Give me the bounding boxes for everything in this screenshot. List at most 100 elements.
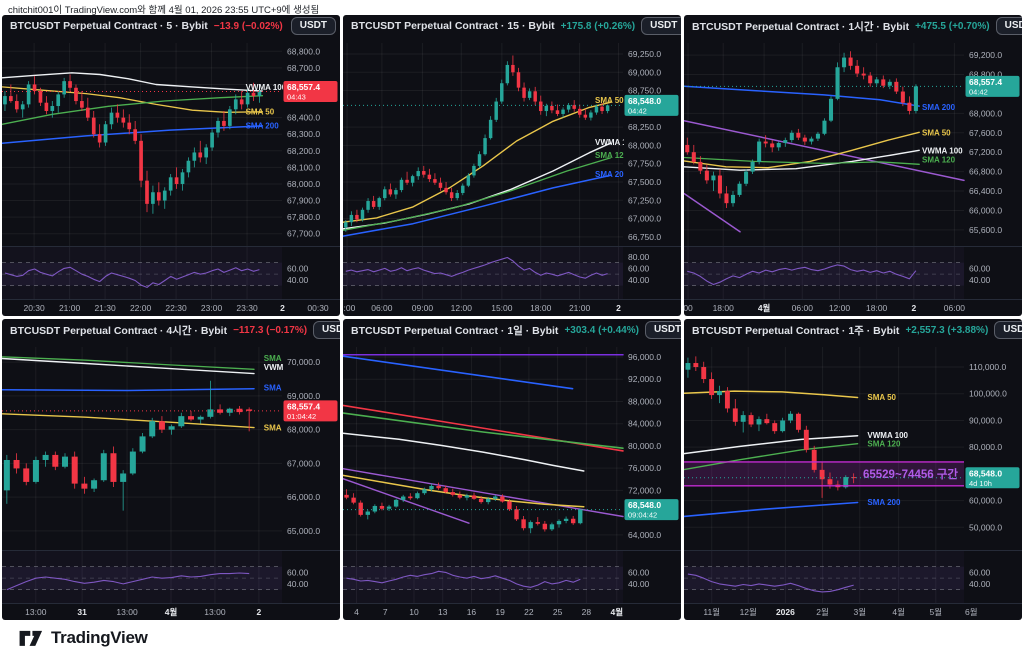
svg-text:88,000.0: 88,000.0 xyxy=(628,396,661,406)
svg-text:SMA 50: SMA 50 xyxy=(246,107,275,116)
svg-text:SMA 200: SMA 200 xyxy=(595,170,629,179)
chart-title: BTCUSDT Perpetual Contract · 1일 · Bybit xyxy=(351,324,559,337)
svg-text:60.00: 60.00 xyxy=(287,567,309,577)
svg-text:40.00: 40.00 xyxy=(628,579,650,589)
chart-title: BTCUSDT Perpetual Contract · 4시간 · Bybit xyxy=(10,324,228,337)
svg-text:68,800.0: 68,800.0 xyxy=(969,70,1002,80)
svg-text:100,000.0: 100,000.0 xyxy=(969,389,1007,399)
svg-text:68,800.0: 68,800.0 xyxy=(287,46,320,56)
svg-text:13: 13 xyxy=(438,607,448,617)
price-axis[interactable]: 69,200.0 68,800.0 68,000.0 67,600.0 67,200.0… xyxy=(969,50,1002,285)
chart-header: BTCUSDT Perpetual Contract · 1시간 · Bybit… xyxy=(684,15,1022,37)
svg-text:60.00: 60.00 xyxy=(969,567,991,577)
price-axis[interactable]: 69,250.0 69,000.0 68,750.0 68,250.0 68,000.0… xyxy=(628,49,661,285)
time-axis[interactable]: 00 18:00 4월 06:00 12:00 18:00 2 06:00 xyxy=(684,303,965,313)
svg-text:13:00: 13:00 xyxy=(204,607,226,617)
line-sma-200 xyxy=(684,85,920,107)
zone-label: 65529~74456 구간 xyxy=(863,467,958,481)
time-axis[interactable]: 11월 12월 2026 2월 3월 4월 5월 6월 xyxy=(703,607,977,617)
grid-lines xyxy=(684,43,964,300)
currency-toggle-button[interactable]: USDT xyxy=(994,321,1022,339)
svg-text:68,000.0: 68,000.0 xyxy=(287,425,320,435)
time-axis[interactable]: 13:00 31 13:00 4월 13:00 2 xyxy=(25,607,261,617)
rsi-pane xyxy=(343,246,623,300)
svg-text:SMA 50: SMA 50 xyxy=(595,96,624,105)
svg-text:4: 4 xyxy=(354,607,359,617)
chart-change: +2,557.3 (+3.88%) xyxy=(905,324,989,336)
currency-toggle-button[interactable]: USDT xyxy=(641,17,681,35)
svg-text:22:00: 22:00 xyxy=(130,303,152,313)
chart-canvas-15m[interactable]: SMA 50 VWMA 100 SMA 120 SMA 200 69,250.0 69,0… xyxy=(343,37,681,316)
chart-change: −13.9 (−0.02%) xyxy=(213,20,283,32)
svg-text:SMA 120: SMA 120 xyxy=(595,151,629,160)
svg-text:SMA 200: SMA 200 xyxy=(867,498,901,507)
highlight-zone-borders: 65529~74456 구간 xyxy=(684,461,964,487)
svg-text:84,000.0: 84,000.0 xyxy=(628,419,661,429)
svg-text:21:00: 21:00 xyxy=(569,303,591,313)
price-axis[interactable]: 70,000.0 69,000.0 68,000.0 67,000.0 66,000.0… xyxy=(287,357,320,589)
svg-text:VWMA 100: VWMA 100 xyxy=(264,363,305,372)
svg-text:22: 22 xyxy=(524,607,534,617)
svg-text:25: 25 xyxy=(553,607,563,617)
svg-text:69,200.0: 69,200.0 xyxy=(969,50,1002,60)
currency-toggle-button[interactable]: USDT xyxy=(313,321,340,339)
price-axis[interactable]: 110,000.0 100,000.0 90,000.0 80,000.0 60,000… xyxy=(969,362,1007,589)
svg-text:23:30: 23:30 xyxy=(236,303,258,313)
chart-canvas-1d[interactable]: 96,000.0 92,000.0 88,000.0 84,000.0 80,000.0… xyxy=(343,341,681,620)
time-axis[interactable]: 20:30 21:00 21:30 22:00 22:30 23:00 23:30 2 00:3… xyxy=(23,303,328,313)
candles-layer xyxy=(344,55,610,232)
svg-text:4월: 4월 xyxy=(610,607,623,617)
svg-text:6월: 6월 xyxy=(965,607,978,617)
chart-panel-4h: BTCUSDT Perpetual Contract · 4시간 · Bybit… xyxy=(2,319,340,620)
chart-title: BTCUSDT Perpetual Contract · 1시간 · Bybit xyxy=(692,20,910,33)
svg-text:SMA 50: SMA 50 xyxy=(867,393,896,402)
svg-text:VWMA 100: VWMA 100 xyxy=(867,431,908,440)
svg-text:2월: 2월 xyxy=(816,607,829,617)
time-axis[interactable]: 3:00 06:00 09:00 12:00 15:00 18:00 21:00 2 xyxy=(343,303,621,313)
svg-text:66,000.0: 66,000.0 xyxy=(969,205,1002,215)
svg-text:18:00: 18:00 xyxy=(530,303,552,313)
line-trendline-lower xyxy=(684,192,741,233)
svg-text:67,700.0: 67,700.0 xyxy=(287,229,320,239)
svg-text:40.00: 40.00 xyxy=(287,275,309,285)
current-price-badge: 68,557.404:43 xyxy=(283,81,338,103)
svg-text:2: 2 xyxy=(257,607,262,617)
chart-canvas-5m[interactable]: VWMA 100 SMA 50 SMA 200 68,800.0 68,700.0 68,… xyxy=(2,37,340,316)
indicator-lines xyxy=(684,85,965,233)
svg-text:67,900.0: 67,900.0 xyxy=(287,196,320,206)
svg-text:4월: 4월 xyxy=(165,607,178,617)
currency-toggle-button[interactable]: USDT xyxy=(644,321,681,339)
svg-text:68,548.0: 68,548.0 xyxy=(628,500,661,510)
svg-text:40.00: 40.00 xyxy=(287,579,309,589)
line-line-green xyxy=(343,412,624,449)
svg-text:2026: 2026 xyxy=(776,607,795,617)
svg-text:2: 2 xyxy=(280,303,285,313)
rsi-line xyxy=(4,266,260,288)
time-axis[interactable]: 4 7 10 13 16 19 22 25 28 4월 xyxy=(354,607,623,617)
svg-text:67,250.0: 67,250.0 xyxy=(628,195,661,205)
chart-header: BTCUSDT Perpetual Contract · 1일 · Bybit … xyxy=(343,319,681,341)
svg-text:SMA 200: SMA 200 xyxy=(246,122,280,131)
svg-text:21:30: 21:30 xyxy=(94,303,116,313)
svg-text:68,557.4: 68,557.4 xyxy=(969,77,1002,87)
currency-toggle-button[interactable]: USDT xyxy=(995,17,1022,35)
price-axis[interactable]: 96,000.0 92,000.0 88,000.0 84,000.0 80,000.0… xyxy=(628,352,661,589)
currency-toggle-button[interactable]: USDT xyxy=(290,17,336,35)
chart-header: BTCUSDT Perpetual Contract · 4시간 · Bybit… xyxy=(2,319,340,341)
chart-header: BTCUSDT Perpetual Contract · 15 · Bybit … xyxy=(343,15,681,37)
svg-text:VWMA 100: VWMA 100 xyxy=(595,138,636,147)
chart-panel-5m: BTCUSDT Perpetual Contract · 5 · Bybit −… xyxy=(2,15,340,316)
price-axis[interactable]: 68,800.068,700.068,600.068,400.068,300.0… xyxy=(287,46,320,285)
svg-text:13:00: 13:00 xyxy=(25,607,47,617)
svg-text:90,000.0: 90,000.0 xyxy=(969,415,1002,425)
indicator-lines xyxy=(684,390,859,518)
svg-text:06:00: 06:00 xyxy=(792,303,814,313)
svg-text:80,000.0: 80,000.0 xyxy=(969,442,1002,452)
svg-text:SMA 120: SMA 120 xyxy=(922,155,956,164)
svg-text:68,700.0: 68,700.0 xyxy=(287,63,320,73)
svg-text:00: 00 xyxy=(684,303,693,313)
chart-title: BTCUSDT Perpetual Contract · 5 · Bybit xyxy=(10,20,208,32)
